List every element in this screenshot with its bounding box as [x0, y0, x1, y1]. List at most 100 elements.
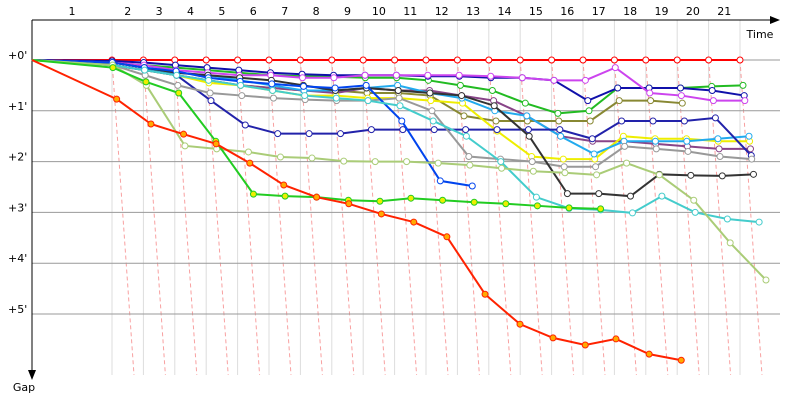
- point: [308, 154, 316, 162]
- lap-line: [394, 59, 418, 376]
- point: [455, 71, 463, 79]
- point: [642, 56, 650, 64]
- point: [497, 158, 505, 166]
- point: [468, 182, 476, 190]
- point: [561, 169, 569, 177]
- point: [588, 135, 596, 143]
- x-axis-label: Time: [746, 28, 774, 41]
- point: [597, 205, 605, 213]
- point: [677, 356, 685, 364]
- x-tick-label: 11: [403, 5, 417, 18]
- lap-line: [519, 59, 543, 376]
- point: [241, 121, 249, 129]
- point: [709, 97, 717, 105]
- y-tick-label: +1': [8, 100, 27, 113]
- point: [718, 172, 726, 180]
- point: [391, 56, 399, 64]
- lap-line: [111, 59, 135, 376]
- point: [621, 142, 629, 150]
- x-tick-label: 9: [344, 5, 351, 18]
- point: [281, 192, 289, 200]
- lap-line: [174, 59, 198, 376]
- point: [628, 209, 636, 217]
- x-tick-label: 12: [435, 5, 449, 18]
- y-tick-label: +5': [8, 303, 27, 316]
- point: [649, 117, 657, 125]
- point: [677, 84, 684, 92]
- point: [244, 148, 252, 156]
- point: [470, 198, 478, 206]
- point: [430, 126, 438, 134]
- point: [488, 86, 496, 94]
- point: [265, 56, 273, 64]
- point: [647, 97, 655, 105]
- point: [362, 81, 370, 89]
- point: [443, 233, 451, 241]
- point: [652, 145, 660, 153]
- point: [518, 74, 526, 82]
- point: [687, 171, 695, 179]
- point: [109, 64, 117, 72]
- point: [434, 159, 442, 167]
- point: [206, 89, 214, 97]
- point: [739, 81, 747, 89]
- point: [690, 196, 698, 204]
- point: [556, 126, 564, 134]
- x-tick-label: 15: [529, 5, 543, 18]
- point: [485, 56, 493, 64]
- point: [173, 71, 181, 79]
- point: [748, 155, 756, 163]
- point: [658, 192, 666, 200]
- point: [747, 145, 754, 153]
- point: [407, 194, 415, 202]
- point: [147, 120, 155, 128]
- point: [611, 64, 619, 72]
- point: [678, 99, 686, 107]
- point: [424, 71, 432, 79]
- point: [723, 215, 731, 223]
- point: [579, 56, 587, 64]
- point: [396, 102, 404, 110]
- x-tick-label: 13: [466, 5, 480, 18]
- point: [565, 204, 573, 212]
- x-tick-label: 17: [592, 5, 606, 18]
- y-tick-label: +2': [8, 151, 27, 164]
- x-tick-label: 21: [717, 5, 731, 18]
- point: [429, 117, 437, 125]
- point: [592, 163, 600, 171]
- point: [595, 190, 603, 198]
- point: [371, 158, 379, 166]
- series-line: [112, 66, 601, 210]
- point: [532, 193, 540, 201]
- point: [516, 56, 524, 64]
- point: [523, 112, 531, 120]
- point: [593, 171, 601, 179]
- x-tick-label: 4: [187, 5, 194, 18]
- x-tick-label: 3: [156, 5, 163, 18]
- point: [590, 150, 598, 158]
- x-tick-label: 14: [498, 5, 512, 18]
- point: [301, 92, 309, 100]
- point: [516, 320, 524, 328]
- point: [332, 94, 340, 102]
- point: [268, 80, 276, 88]
- point: [618, 117, 626, 125]
- point: [175, 89, 183, 97]
- point: [453, 56, 461, 64]
- point: [141, 66, 149, 74]
- point: [460, 112, 468, 120]
- point: [237, 81, 245, 89]
- point: [436, 177, 444, 185]
- point: [296, 56, 304, 64]
- point: [533, 202, 541, 210]
- point: [557, 132, 565, 140]
- x-tick-label: 10: [372, 5, 386, 18]
- point: [487, 72, 495, 80]
- point: [428, 107, 436, 115]
- point: [270, 94, 277, 102]
- point: [680, 117, 688, 125]
- point: [548, 56, 556, 64]
- point: [711, 114, 719, 122]
- point: [612, 335, 620, 343]
- point: [490, 102, 498, 110]
